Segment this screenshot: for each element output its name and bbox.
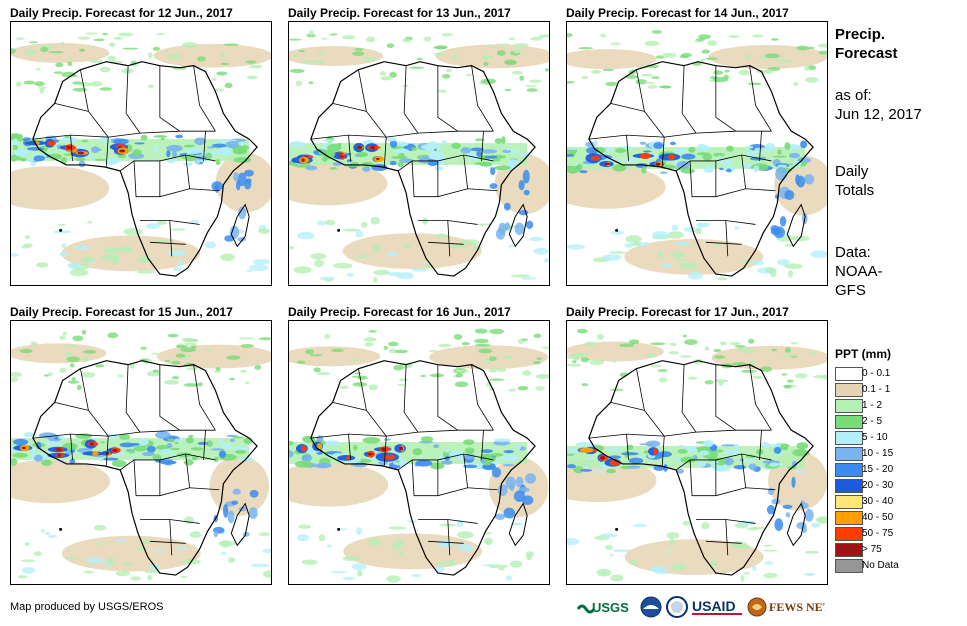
sidebar-title-line2: Forecast	[835, 45, 898, 62]
legend-swatch	[835, 479, 863, 493]
map-panel-2: Daily Precip. Forecast for 13 Jun., 2017	[288, 5, 550, 286]
data-line1: Data:	[835, 244, 871, 261]
map-panel-3: Daily Precip. Forecast for 14 Jun., 2017	[566, 5, 828, 286]
legend-swatch	[835, 543, 863, 557]
map-panel-4: Daily Precip. Forecast for 15 Jun., 2017	[10, 304, 272, 585]
asof-date: Jun 12, 2017	[835, 106, 922, 123]
asof-label: as of:	[835, 87, 872, 104]
data-source-block: Data: NOAA- GFS	[835, 243, 883, 300]
fewsnet-logo-text: FEWS NET	[769, 600, 825, 614]
usgs-logo: USGS	[576, 597, 636, 619]
panel-title: Daily Precip. Forecast for 16 Jun., 2017	[288, 305, 511, 319]
panel-title: Daily Precip. Forecast for 17 Jun., 2017	[566, 305, 789, 319]
legend-swatch	[835, 495, 863, 509]
usaid-seal-logo	[666, 596, 688, 618]
legend-swatch	[835, 463, 863, 477]
totals-line2: Totals	[835, 182, 875, 199]
legend-label: 5 - 10	[862, 432, 888, 443]
legend-label: 50 - 75	[862, 528, 894, 539]
sidebar-title-line1: Precip.	[835, 26, 886, 43]
data-line3: GFS	[835, 282, 866, 299]
legend-label: 40 - 50	[862, 512, 894, 523]
legend-swatch	[835, 399, 863, 413]
precip-map	[288, 320, 550, 585]
legend-label: 15 - 20	[862, 464, 894, 475]
legend-label: 0 - 0.1	[862, 368, 891, 379]
panel-title: Daily Precip. Forecast for 15 Jun., 2017	[10, 305, 233, 319]
legend-swatch	[835, 431, 863, 445]
sidebar-title: Precip. Forecast	[835, 25, 898, 63]
totals-block: Daily Totals	[835, 162, 874, 200]
legend-swatch	[835, 447, 863, 461]
legend-label: No Data	[862, 560, 899, 571]
legend-label: 2 - 5	[862, 416, 883, 427]
legend-label: 30 - 40	[862, 496, 894, 507]
asof-block: as of: Jun 12, 2017	[835, 86, 922, 124]
legend-swatch	[835, 383, 863, 397]
usaid-logo: USAID	[691, 596, 745, 618]
fewsnet-logo: FEWS NET	[747, 596, 831, 618]
data-line2: NOAA-	[835, 263, 883, 280]
legend-swatch	[835, 511, 863, 525]
precip-map	[288, 21, 550, 286]
legend-label: 10 - 15	[862, 448, 894, 459]
legend-swatch	[835, 559, 863, 573]
legend-title: PPT (mm)	[835, 347, 892, 361]
panel-title: Daily Precip. Forecast for 12 Jun., 2017	[10, 6, 233, 20]
panel-title: Daily Precip. Forecast for 14 Jun., 2017	[566, 6, 789, 20]
totals-line1: Daily	[835, 163, 869, 180]
precip-map	[566, 320, 828, 585]
map-panel-1: Daily Precip. Forecast for 12 Jun., 2017	[10, 5, 272, 286]
legend-label: 20 - 30	[862, 480, 894, 491]
legend-swatch	[835, 527, 863, 541]
usgs-logo-text: USGS	[592, 600, 629, 615]
precip-map	[10, 21, 272, 286]
legend-swatch	[835, 367, 863, 381]
legend-label: > 75	[862, 544, 882, 555]
map-panel-5: Daily Precip. Forecast for 16 Jun., 2017	[288, 304, 550, 585]
noaa-logo	[640, 596, 662, 618]
precip-map	[10, 320, 272, 585]
usaid-logo-text: USAID	[692, 598, 736, 614]
legend-label: 0.1 - 1	[862, 384, 891, 395]
footer-credit: Map produced by USGS/EROS	[10, 601, 164, 613]
map-panel-6: Daily Precip. Forecast for 17 Jun., 2017	[566, 304, 828, 585]
panel-title: Daily Precip. Forecast for 13 Jun., 2017	[288, 6, 511, 20]
legend-label: 1 - 2	[862, 400, 883, 411]
legend-swatch	[835, 415, 863, 429]
precip-map	[566, 21, 828, 286]
